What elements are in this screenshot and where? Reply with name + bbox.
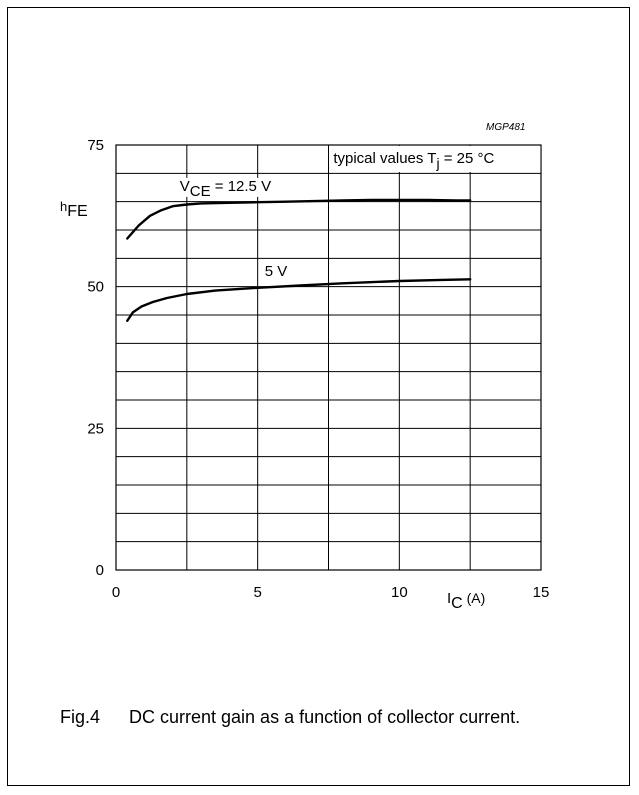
chart-series bbox=[126, 198, 472, 322]
y-tick-label: 50 bbox=[87, 279, 104, 296]
y-axis-label: hFE bbox=[60, 199, 88, 220]
y-tick-label: 0 bbox=[96, 562, 104, 579]
x-axis-label: IC (A) bbox=[447, 590, 485, 612]
y-tick-label: 75 bbox=[87, 137, 104, 154]
x-tick-label: 10 bbox=[391, 584, 408, 601]
chart-axes bbox=[115, 144, 542, 571]
series-label-5v: 5 V bbox=[265, 263, 288, 280]
series-label-background bbox=[261, 260, 292, 277]
annotation-background bbox=[329, 146, 541, 172]
x-tick-label: 0 bbox=[112, 584, 120, 601]
plot-border bbox=[115, 144, 542, 571]
figure-code: MGP481 bbox=[486, 122, 526, 133]
x-tick-label: 15 bbox=[533, 584, 550, 601]
x-tick-label: 5 bbox=[253, 584, 261, 601]
annotation-label: typical values Tj = 25 °C bbox=[333, 150, 494, 171]
series-label-background bbox=[178, 177, 313, 197]
series-label-vce: VCE = 12.5 V bbox=[180, 178, 271, 200]
figure-number: Fig.4 bbox=[60, 707, 101, 727]
series-line-1 bbox=[126, 278, 472, 322]
x-axis-label-background bbox=[440, 585, 498, 613]
figure-frame bbox=[7, 7, 630, 786]
chart-labels: typical values Tj = 25 °C VCE = 12.5 V 5 V… bbox=[60, 137, 549, 613]
figure-caption-text: DC current gain as a function of collect… bbox=[129, 707, 521, 727]
series-line-0 bbox=[126, 198, 472, 240]
y-tick-label: 25 bbox=[87, 420, 104, 437]
chart-grid bbox=[115, 144, 542, 571]
